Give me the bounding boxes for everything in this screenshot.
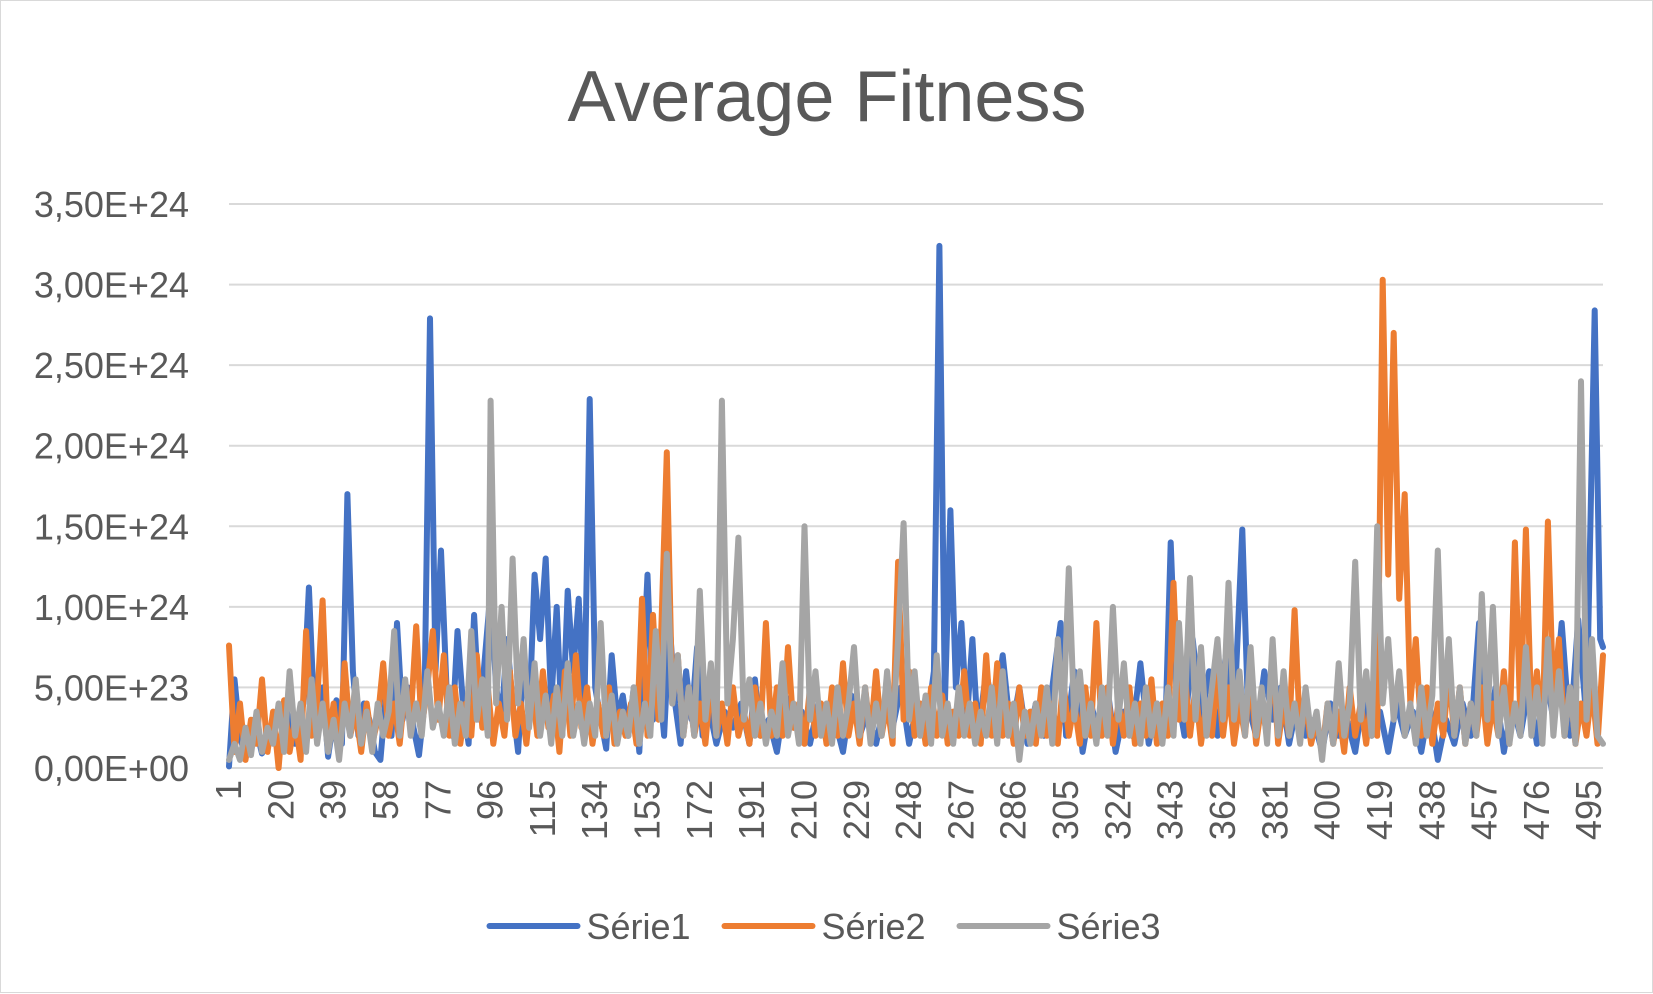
- x-tick-label: 267: [940, 780, 981, 840]
- x-tick-label: 134: [574, 780, 615, 840]
- x-tick-label: 172: [679, 780, 720, 840]
- x-tick-label: 77: [417, 780, 458, 820]
- x-tick-label: 20: [260, 780, 301, 820]
- x-tick-label: 495: [1568, 780, 1609, 840]
- x-tick-label: 438: [1411, 780, 1452, 840]
- x-tick-label: 229: [836, 780, 877, 840]
- y-tick-label: 2,50E+24: [34, 345, 189, 386]
- legend: Série1 Série2 Série3: [486, 906, 1161, 947]
- series-lines: [226, 242, 1606, 771]
- x-tick-label: 248: [888, 780, 929, 840]
- y-tick-label: 3,50E+24: [34, 184, 189, 225]
- x-tick-label: 381: [1254, 780, 1295, 840]
- x-axis-tick-labels: 1 20 39 58 77 96 115 134 153 172 191 210 229 248 267 28…: [208, 780, 1609, 840]
- y-tick-label: 3,00E+24: [34, 265, 189, 306]
- legend-label-3: Série3: [1057, 906, 1161, 947]
- y-tick-label: 1,00E+24: [34, 587, 189, 628]
- x-tick-label: 58: [365, 780, 406, 820]
- x-tick-label: 210: [783, 780, 824, 840]
- x-tick-label: 419: [1359, 780, 1400, 840]
- x-tick-label: 96: [470, 780, 511, 820]
- x-tick-label: 343: [1150, 780, 1191, 840]
- x-tick-label: 305: [1045, 780, 1086, 840]
- x-tick-label: 39: [313, 780, 354, 820]
- x-tick-label: 324: [1097, 780, 1138, 840]
- x-tick-label: 1: [208, 780, 249, 800]
- legend-label-1: Série1: [587, 906, 691, 947]
- y-tick-label: 0,00E+00: [34, 748, 189, 789]
- gridlines: [229, 203, 1603, 769]
- legend-label-2: Série2: [822, 906, 926, 947]
- x-tick-label: 286: [993, 780, 1034, 840]
- x-tick-label: 457: [1464, 780, 1505, 840]
- x-tick-label: 191: [731, 780, 772, 840]
- chart-title: Average Fitness: [568, 57, 1087, 137]
- x-tick-label: 115: [522, 780, 563, 837]
- y-axis-tick-labels: 0,00E+00 5,00E+23 1,00E+24 1,50E+24 2,00E+24…: [34, 184, 189, 789]
- x-tick-label: 476: [1516, 780, 1557, 840]
- series-line-3: [226, 378, 1606, 763]
- x-tick-label: 362: [1202, 780, 1243, 840]
- x-tick-label: 153: [627, 780, 668, 840]
- y-tick-label: 2,00E+24: [34, 426, 189, 467]
- y-tick-label: 1,50E+24: [34, 506, 189, 547]
- y-tick-label: 5,00E+23: [34, 667, 189, 708]
- x-tick-label: 400: [1307, 780, 1348, 840]
